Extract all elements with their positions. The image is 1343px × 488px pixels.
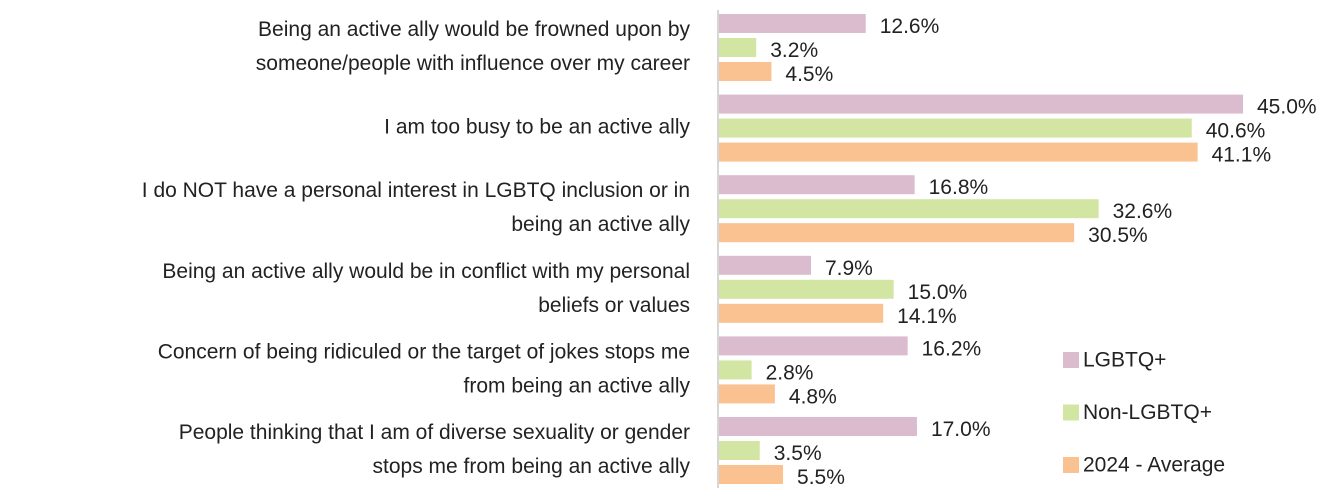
category-label: from being an active ally bbox=[464, 374, 691, 397]
category-label: Concern of being ridiculed or the target… bbox=[158, 340, 690, 363]
category-label: stops me from being an active ally bbox=[373, 455, 691, 478]
category-label: someone/people with influence over my ca… bbox=[256, 52, 690, 75]
bar bbox=[719, 465, 784, 484]
value-label: 32.6% bbox=[1113, 200, 1173, 223]
bar bbox=[719, 336, 908, 356]
bar bbox=[719, 62, 772, 81]
bar bbox=[719, 14, 866, 33]
bar bbox=[719, 199, 1099, 219]
value-label: 41.1% bbox=[1212, 144, 1272, 167]
bar bbox=[719, 223, 1075, 243]
bar bbox=[719, 175, 915, 195]
bar bbox=[719, 441, 760, 460]
value-label: 30.5% bbox=[1088, 224, 1148, 247]
bar bbox=[719, 360, 752, 380]
legend-label: Non-LGBTQ+ bbox=[1083, 401, 1212, 424]
value-label: 5.5% bbox=[797, 466, 845, 488]
category-label: beliefs or values bbox=[538, 294, 690, 317]
value-label: 45.0% bbox=[1257, 96, 1317, 119]
value-label: 15.0% bbox=[908, 281, 968, 304]
value-label: 16.2% bbox=[922, 337, 982, 360]
bar bbox=[719, 279, 894, 299]
bar bbox=[719, 118, 1192, 138]
legend-swatch bbox=[1063, 404, 1079, 421]
legend-label: LGBTQ+ bbox=[1083, 349, 1166, 372]
category-label: People thinking that I am of diverse sex… bbox=[179, 421, 690, 444]
legend-swatch bbox=[1063, 457, 1079, 473]
legend-swatch bbox=[1063, 352, 1079, 368]
value-label: 4.8% bbox=[789, 385, 837, 408]
value-label: 40.6% bbox=[1206, 120, 1266, 143]
bar bbox=[719, 384, 775, 404]
value-label: 4.5% bbox=[785, 63, 833, 86]
category-label: Being an active ally would be frowned up… bbox=[258, 18, 690, 41]
value-label: 2.8% bbox=[766, 361, 814, 384]
bar bbox=[719, 142, 1198, 162]
value-label: 17.0% bbox=[931, 418, 991, 441]
value-label: 16.8% bbox=[929, 176, 989, 199]
bar bbox=[719, 417, 917, 436]
category-label: Being an active ally would be in conflic… bbox=[162, 260, 690, 283]
bar bbox=[719, 38, 757, 57]
bar bbox=[719, 255, 811, 275]
value-label: 7.9% bbox=[825, 257, 873, 280]
category-label: being an active ally bbox=[511, 213, 690, 236]
category-label: I am too busy to be an active ally bbox=[384, 116, 690, 139]
legend-label: 2024 - Average bbox=[1083, 454, 1225, 477]
value-label: 12.6% bbox=[880, 15, 940, 38]
value-label: 3.5% bbox=[774, 442, 822, 465]
value-label: 14.1% bbox=[897, 305, 957, 328]
value-label: 3.2% bbox=[770, 39, 818, 62]
bar bbox=[719, 94, 1243, 114]
category-label: I do NOT have a personal interest in LGB… bbox=[142, 179, 690, 202]
bar bbox=[719, 303, 884, 323]
